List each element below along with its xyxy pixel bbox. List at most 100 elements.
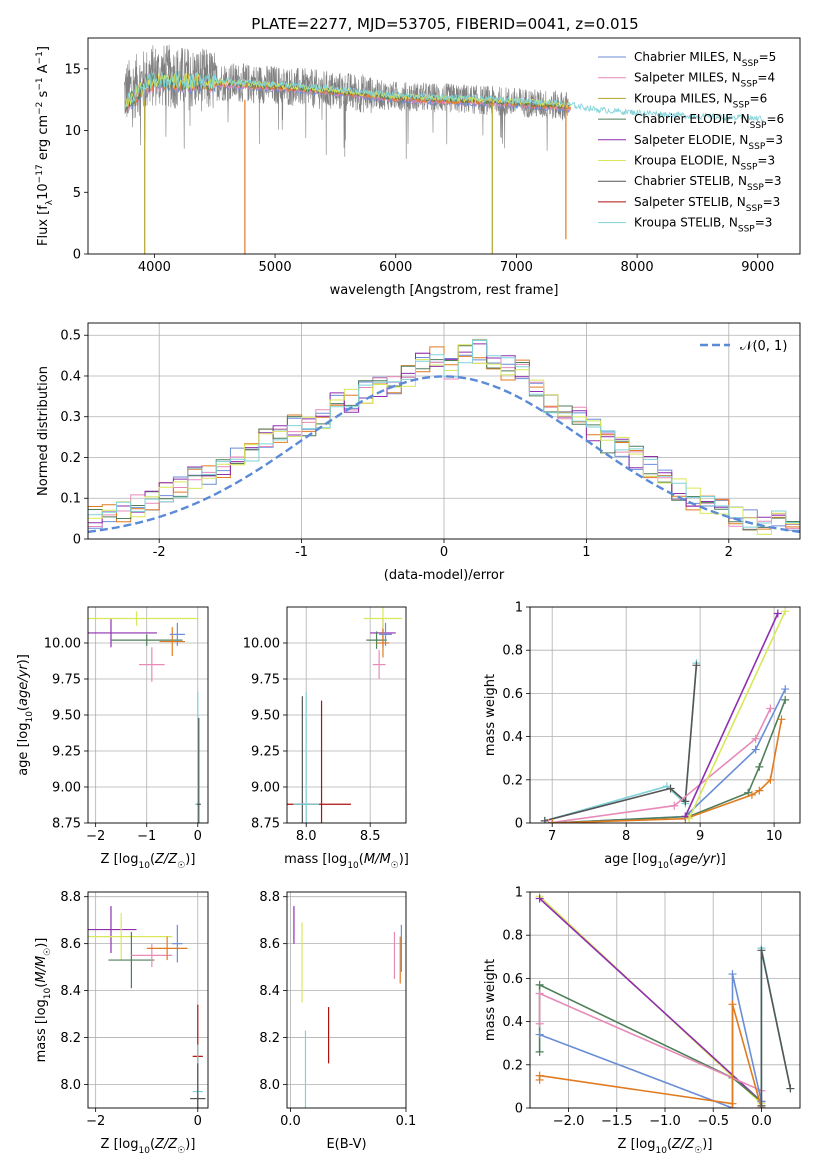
series-marker [757, 946, 766, 955]
y-tick-label: 9.75 [251, 673, 280, 688]
series-marker [728, 970, 737, 979]
x-tick-label: 4000 [138, 260, 171, 275]
panel-age_vs_mass: 8.0 8.5 8.75 9.00 9.25 9.50 9.75 10.00 mass [log… [243, 606, 409, 871]
series-salpeter_miles [538, 992, 763, 1108]
y-tick-label: 0 [515, 817, 523, 832]
x-axis-label: (data-model)/error [384, 568, 505, 583]
series-kroupa_stelib [544, 663, 698, 822]
plot-area [123, 44, 764, 254]
y-tick-label: 1 [515, 601, 523, 616]
series-chabrier_miles [552, 688, 786, 823]
series-salpeter_elodie [684, 613, 779, 817]
x-tick-label: 8.0 [296, 829, 317, 844]
y-axis-label: mass weight [483, 674, 498, 756]
x-tick-label: 9 [696, 829, 704, 844]
y-tick-label: 9.25 [52, 745, 81, 760]
series-marker [535, 1019, 544, 1028]
y-tick-label: 0.8 [502, 644, 523, 659]
y-axis-label: Flux [fλ10−17 erg cm−2 s−1 A−1] [35, 46, 55, 246]
x-axis-label: E(B-V) [326, 1137, 366, 1152]
plot-area [287, 607, 406, 823]
x-tick-label: 1 [582, 545, 590, 560]
x-tick-label: −0.5 [697, 1114, 729, 1129]
series-chabrier_elodie [552, 699, 786, 823]
y-tick-label: 10.00 [243, 637, 280, 652]
x-tick-label: 9000 [741, 260, 774, 275]
axes-frame [286, 891, 407, 1109]
series-marker [681, 797, 690, 806]
series-chabrier_stelib [760, 950, 792, 1106]
axes-frame [87, 891, 209, 1109]
legend-entry: Salpeter STELIB, NSSP=3 [634, 195, 780, 214]
panel-mass_vs_Z: −2 0 8.0 8.2 8.4 8.6 8.8 Z [log10(Z/Z☉)] mass [l… [34, 890, 209, 1156]
panel-mass_vs_ebv: 0.0 0.1 8.0 8.2 8.4 8.6 8.8 E(B-V) [259, 890, 416, 1152]
legend-entry: Salpeter ELODIE, NSSP=3 [634, 133, 783, 152]
series-marker [692, 661, 701, 670]
y-tick-label: 0.3 [60, 410, 81, 425]
legend-entry: Chabrier ELODIE, NSSP=6 [634, 112, 784, 131]
y-axis-label: mass [log10(M/M☉)] [34, 938, 53, 1063]
x-tick-label: 5000 [259, 260, 292, 275]
y-tick-label: 0.4 [502, 730, 523, 745]
axes-frame [529, 891, 801, 1109]
y-tick-label: 0.1 [60, 492, 81, 507]
series-marker [766, 775, 775, 784]
y-tick-label: 8.6 [60, 937, 81, 952]
y-tick-label: 8.0 [60, 1078, 81, 1093]
series-marker [781, 695, 790, 704]
y-tick-label: 0 [73, 248, 81, 263]
series-marker [685, 814, 694, 823]
series-marker [747, 790, 756, 799]
y-tick-label: 8.4 [259, 984, 280, 999]
series-marker [751, 745, 760, 754]
plot-area [88, 323, 800, 539]
series-salpeter_miles [548, 708, 772, 823]
x-tick-label: 7000 [500, 260, 533, 275]
y-tick-label: 0.4 [502, 1015, 523, 1030]
series-marker [781, 607, 790, 616]
series-marker [535, 894, 544, 903]
x-tick-label: 0 [194, 829, 202, 844]
y-tick-label: 8.6 [259, 937, 280, 952]
series-marker [548, 819, 557, 823]
y-tick-label: 0.5 [60, 329, 81, 344]
axes-frame [529, 606, 801, 824]
plot-area [287, 892, 406, 1108]
y-tick-label: 8.8 [259, 890, 280, 905]
y-tick-label: 8.0 [259, 1078, 280, 1093]
series-chabrier_stelib [544, 665, 698, 822]
panel-spectrum: 4000 5000 6000 7000 8000 9000 0 5 10 15 wavelength… [35, 37, 801, 298]
y-tick-label: 0.8 [502, 929, 523, 944]
figure-title: PLATE=2277, MJD=53705, FIBERID=0041, z=0… [251, 15, 638, 33]
legend-entry: 𝒩(0, 1) [740, 339, 787, 354]
series-chabrier_miles [539, 973, 763, 1108]
legend-entry: Kroupa STELIB, NSSP=3 [634, 216, 772, 235]
series-salpeter_elodie [539, 897, 762, 1103]
x-tick-label: −1 [137, 829, 156, 844]
axes-frame [87, 322, 801, 540]
x-tick-label: 0.0 [751, 1114, 772, 1129]
series-orange [552, 719, 783, 823]
x-tick-label: -1 [295, 545, 308, 560]
series-orange [538, 1004, 763, 1108]
x-axis-label: mass [log10(M/M☉)] [284, 852, 409, 871]
x-axis-label: Z [log10(Z/Z☉)] [618, 1137, 713, 1156]
y-tick-label: 8.75 [52, 817, 81, 832]
y-axis-label: mass weight [483, 959, 498, 1041]
series-marker [755, 786, 764, 795]
plot-area [530, 607, 800, 823]
series-marker [535, 989, 544, 998]
y-tick-label: 9.00 [52, 781, 81, 796]
series-marker [535, 1030, 544, 1039]
series-marker [544, 819, 553, 823]
legend-entry: Kroupa ELODIE, NSSP=3 [634, 154, 775, 173]
legend-entry: Chabrier MILES, NSSP=5 [634, 50, 776, 69]
plot-area [530, 892, 800, 1108]
x-tick-label: −2 [86, 1114, 105, 1129]
y-tick-label: 8.2 [259, 1031, 280, 1046]
model-spectrum-kroupa_stelib [125, 71, 764, 123]
y-tick-label: 0.4 [60, 369, 81, 384]
series-marker [666, 784, 675, 793]
y-tick-label: 9.25 [251, 745, 280, 760]
panel-residuals: -2 -1 0 1 2 0 0.1 0.2 0.3 0.4 0.5 (data-model)/erro… [36, 322, 801, 583]
